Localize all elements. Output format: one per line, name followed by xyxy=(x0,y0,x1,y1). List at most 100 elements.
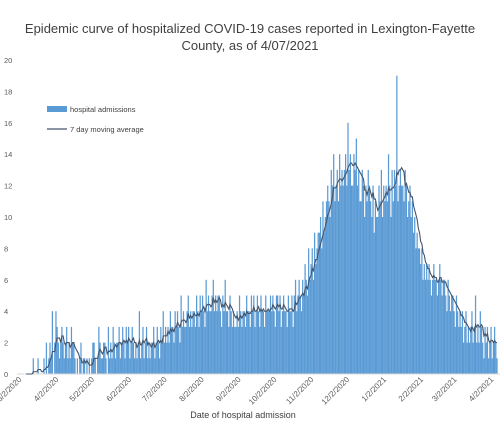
bar xyxy=(423,264,425,374)
bar xyxy=(416,232,418,374)
bar xyxy=(67,358,69,374)
bar xyxy=(488,358,490,374)
x-axis-title: Date of hospital admission xyxy=(190,410,296,420)
bar xyxy=(137,342,139,374)
bar xyxy=(349,154,352,374)
bar xyxy=(66,326,68,374)
x-tick-label: 8/2/2020 xyxy=(177,375,206,404)
bar xyxy=(252,311,254,374)
bar xyxy=(37,358,39,374)
bar xyxy=(226,311,229,374)
bar xyxy=(116,342,118,374)
bar xyxy=(306,295,309,374)
bar xyxy=(104,342,106,374)
bar xyxy=(286,326,288,374)
bar xyxy=(467,326,470,374)
y-tick-label: 18 xyxy=(4,87,12,96)
legend: hospital admissions 7 day moving average xyxy=(47,105,144,134)
bar xyxy=(123,342,125,374)
bar xyxy=(335,185,337,374)
bar xyxy=(437,279,440,374)
bar xyxy=(250,295,253,374)
bar xyxy=(434,279,436,374)
bar xyxy=(218,295,220,374)
bar xyxy=(86,358,88,374)
bar xyxy=(118,326,120,374)
bar xyxy=(445,295,447,374)
x-tick-label: 7/2/2020 xyxy=(140,375,169,404)
x-tick-label: 12/2/2020 xyxy=(320,375,352,407)
bar xyxy=(157,342,160,374)
bar xyxy=(374,201,377,374)
bar xyxy=(339,154,341,374)
bar xyxy=(241,326,243,374)
bar xyxy=(94,358,96,374)
bar xyxy=(453,311,455,374)
bar xyxy=(377,217,379,374)
bar xyxy=(403,201,405,374)
x-tick-label: 2/2/2021 xyxy=(397,375,426,404)
bar xyxy=(138,311,141,374)
bar xyxy=(283,295,285,374)
bar xyxy=(273,311,275,374)
bar xyxy=(386,201,388,374)
bar xyxy=(229,295,231,374)
bar xyxy=(415,248,417,374)
bar xyxy=(321,248,323,374)
bar xyxy=(302,279,304,374)
bar xyxy=(473,326,475,374)
bar xyxy=(359,201,361,374)
bar xyxy=(130,342,132,374)
x-axis-tick-labels: 3/2/2020 4/2/2020 5/2/2020 6/2/2020 7/2/2020… xyxy=(0,375,496,407)
bar xyxy=(375,217,378,374)
bar xyxy=(325,201,328,374)
x-tick-label: 6/2/2020 xyxy=(105,375,134,404)
bar xyxy=(125,326,127,374)
bar xyxy=(402,185,404,374)
bar xyxy=(290,311,292,374)
bar xyxy=(63,358,65,374)
bar xyxy=(179,342,181,374)
bar xyxy=(100,358,102,374)
bar xyxy=(162,311,164,374)
x-tick-label: 5/2/2020 xyxy=(68,375,97,404)
bar xyxy=(420,264,422,374)
bar xyxy=(284,311,286,374)
bar xyxy=(197,311,199,374)
bar xyxy=(485,342,487,374)
bar xyxy=(448,295,450,374)
bar xyxy=(314,232,316,374)
bar xyxy=(397,201,399,374)
y-tick-label: 0 xyxy=(4,370,8,379)
bar xyxy=(247,311,249,374)
bar xyxy=(422,279,424,374)
bar xyxy=(380,169,382,374)
bar xyxy=(92,342,94,374)
bar xyxy=(333,154,335,374)
x-tick-label: 1/2/2021 xyxy=(360,375,389,404)
bar xyxy=(334,201,336,374)
bar xyxy=(281,311,284,374)
bar xyxy=(232,311,235,374)
bar xyxy=(405,185,408,374)
bar xyxy=(362,185,365,374)
bar xyxy=(433,264,435,374)
bar xyxy=(365,185,367,374)
bar xyxy=(361,169,363,374)
bar xyxy=(210,311,212,374)
y-tick-label: 12 xyxy=(4,182,12,191)
bar xyxy=(207,295,210,374)
bar xyxy=(45,342,48,374)
bar xyxy=(107,326,110,374)
bar xyxy=(236,311,238,374)
bar xyxy=(200,311,202,374)
bar xyxy=(61,326,63,374)
bar xyxy=(385,185,387,374)
bar xyxy=(155,342,157,374)
bar xyxy=(459,311,461,374)
bar xyxy=(201,295,204,374)
bar xyxy=(330,169,332,374)
bar xyxy=(470,326,472,374)
bar xyxy=(446,311,448,374)
bar xyxy=(482,342,484,374)
